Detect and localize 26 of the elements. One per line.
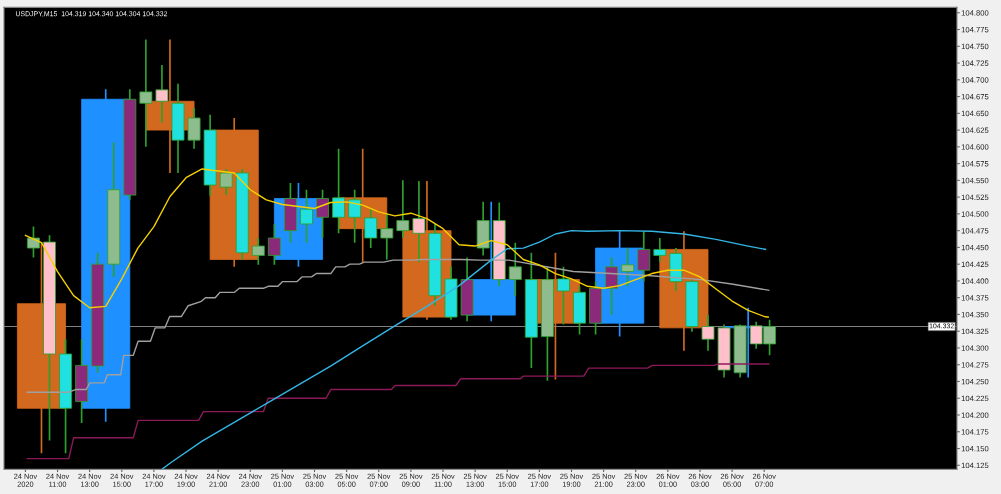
candlestick bbox=[637, 230, 651, 283]
candlestick bbox=[396, 179, 410, 239]
candlestick bbox=[557, 266, 570, 326]
candlestick bbox=[412, 180, 426, 263]
candlestick bbox=[219, 168, 233, 196]
candlestick bbox=[251, 237, 265, 266]
line-series bbox=[26, 363, 770, 460]
candlestick bbox=[348, 188, 362, 244]
candlestick bbox=[187, 107, 201, 150]
line-series bbox=[161, 229, 767, 470]
line-series bbox=[24, 168, 769, 318]
candlestick bbox=[316, 188, 329, 239]
candlestick bbox=[27, 225, 40, 259]
candlestick bbox=[267, 223, 281, 266]
candlestick bbox=[701, 314, 715, 352]
candlestick bbox=[332, 148, 346, 235]
candlestick bbox=[621, 247, 635, 288]
candlestick bbox=[139, 38, 153, 148]
candlestick bbox=[380, 213, 394, 261]
candlestick bbox=[300, 188, 313, 244]
line-series bbox=[26, 258, 770, 393]
candlestick bbox=[155, 64, 169, 124]
candlestick bbox=[653, 237, 667, 263]
candlestick bbox=[364, 208, 378, 249]
candlestick bbox=[508, 241, 522, 297]
candlestick bbox=[605, 256, 619, 316]
